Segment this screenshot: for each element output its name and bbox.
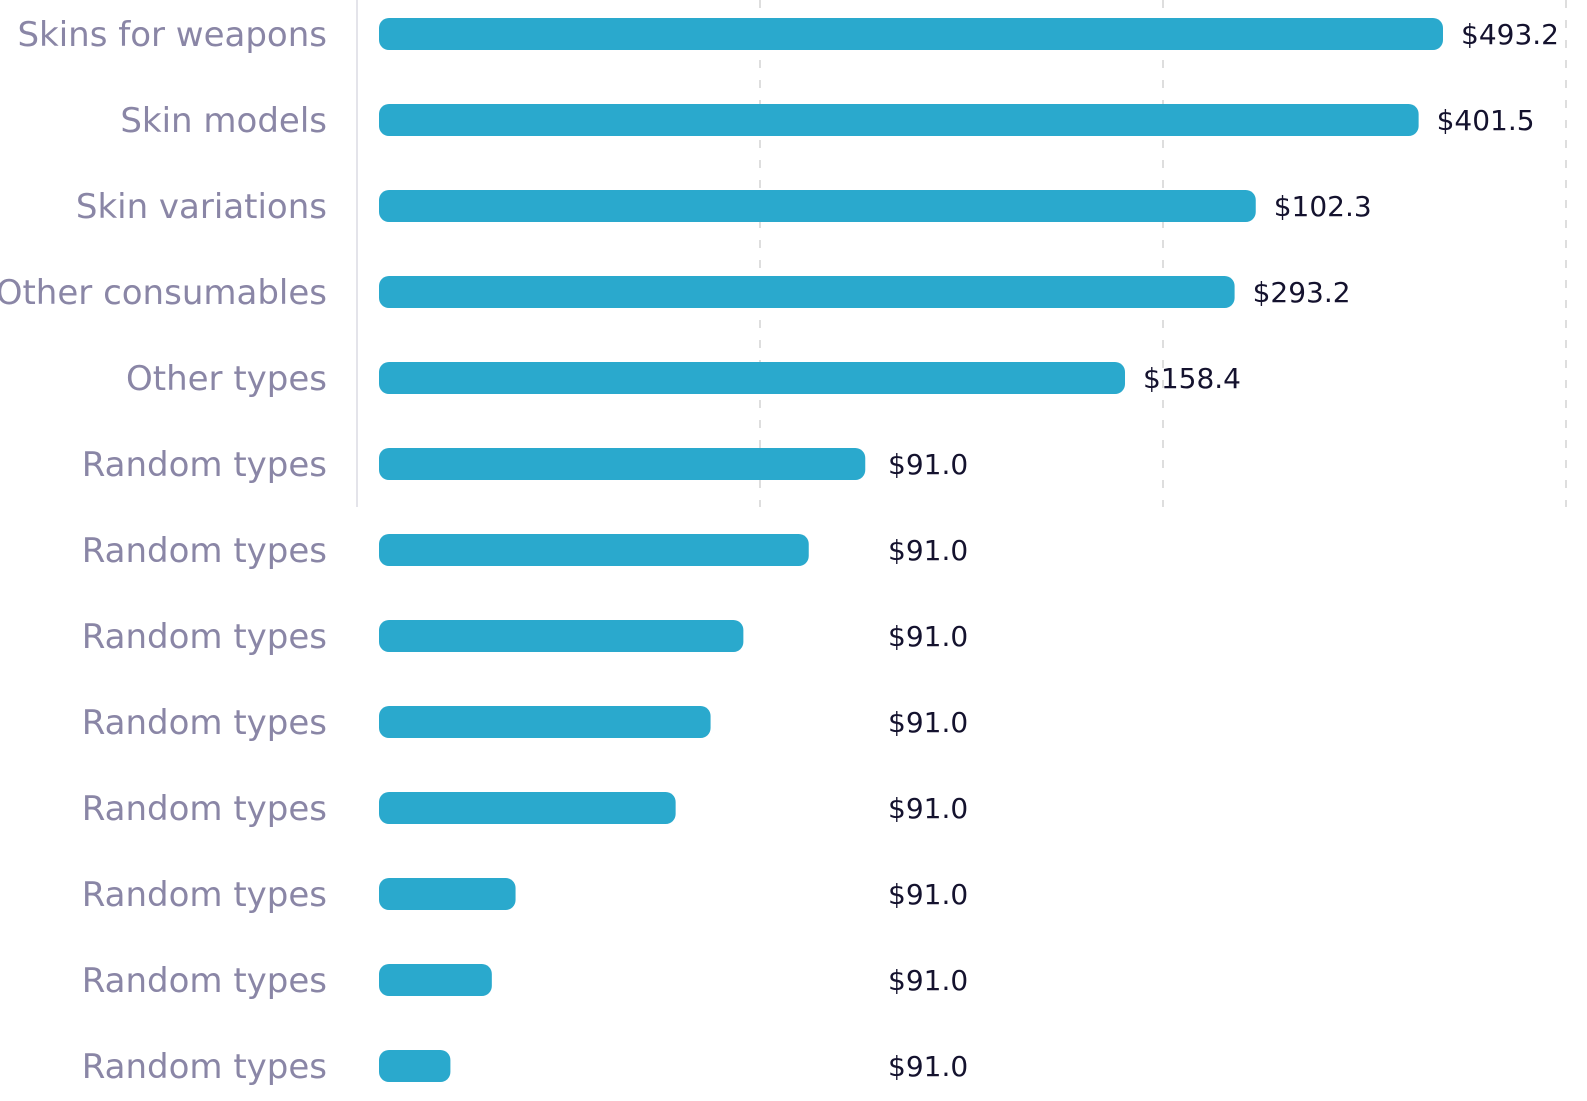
value-label-3: $102.3 bbox=[1274, 190, 1372, 223]
bar-11 bbox=[379, 878, 516, 910]
value-label-2: $401.5 bbox=[1437, 104, 1535, 137]
category-label-2: Skin models bbox=[120, 101, 327, 141]
category-label-6: Random types bbox=[82, 445, 327, 485]
bar-13 bbox=[379, 1050, 451, 1082]
value-label-8: $91.0 bbox=[888, 620, 968, 653]
bar-8 bbox=[379, 620, 744, 652]
bars-layer bbox=[379, 18, 1443, 1082]
value-label-7: $91.0 bbox=[888, 534, 968, 567]
value-label-4: $293.2 bbox=[1253, 276, 1351, 309]
bar-6 bbox=[379, 448, 866, 480]
value-label-10: $91.0 bbox=[888, 792, 968, 825]
bar-3 bbox=[379, 190, 1256, 222]
category-label-4: Other consumables bbox=[0, 273, 327, 313]
bar-12 bbox=[379, 964, 492, 996]
category-label-11: Random types bbox=[82, 875, 327, 915]
value-label-11: $91.0 bbox=[888, 878, 968, 911]
value-label-6: $91.0 bbox=[888, 448, 968, 481]
value-label-13: $91.0 bbox=[888, 1050, 968, 1083]
bar-1 bbox=[379, 18, 1443, 50]
value-label-5: $158.4 bbox=[1143, 362, 1241, 395]
category-label-10: Random types bbox=[82, 789, 327, 829]
bar-2 bbox=[379, 104, 1419, 136]
category-label-8: Random types bbox=[82, 617, 327, 657]
category-label-9: Random types bbox=[82, 703, 327, 743]
bar-7 bbox=[379, 534, 809, 566]
category-label-1: Skins for weapons bbox=[17, 15, 327, 55]
grid-layer bbox=[356, 0, 1567, 507]
bar-4 bbox=[379, 276, 1235, 308]
value-label-9: $91.0 bbox=[888, 706, 968, 739]
category-label-13: Random types bbox=[82, 1047, 327, 1087]
category-label-7: Random types bbox=[82, 531, 327, 571]
bar-9 bbox=[379, 706, 711, 738]
bar-10 bbox=[379, 792, 676, 824]
category-label-3: Skin variations bbox=[76, 187, 327, 227]
value-label-1: $493.2 bbox=[1461, 18, 1559, 51]
labels-layer: Skins for weapons $493.2 Skin models $401.5… bbox=[0, 15, 1559, 1087]
category-label-5: Other types bbox=[126, 359, 327, 399]
value-label-12: $91.0 bbox=[888, 964, 968, 997]
bar-5 bbox=[379, 362, 1126, 394]
category-label-12: Random types bbox=[82, 961, 327, 1001]
